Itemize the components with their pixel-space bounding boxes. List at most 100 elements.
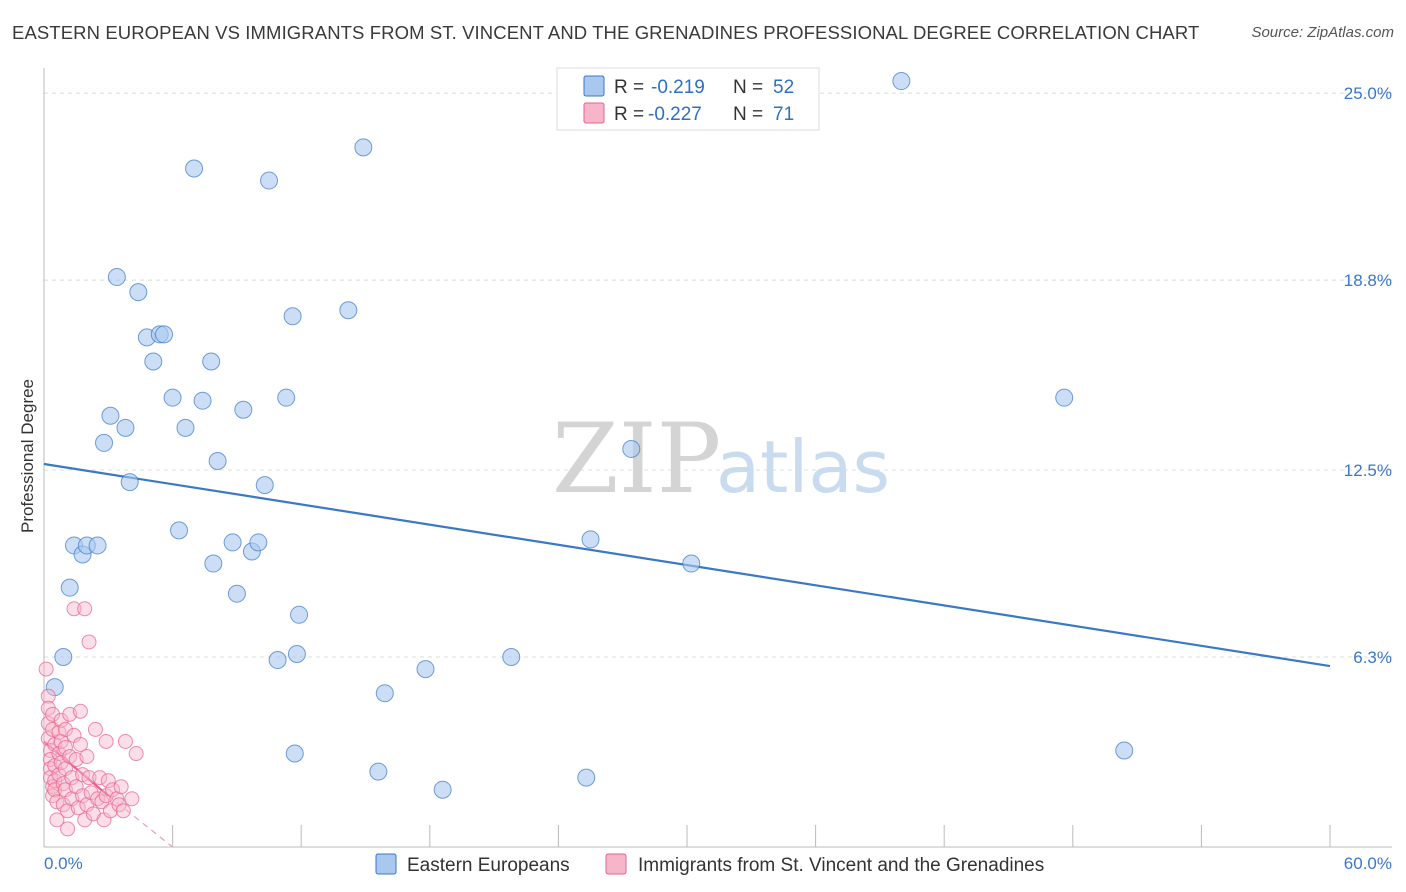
grid-layer: [44, 92, 1392, 658]
point-stvincent-43: [72, 736, 88, 752]
axes-layer: [43, 68, 1392, 848]
point-stvincent-28: [57, 739, 73, 755]
point-eastern-47: [622, 439, 641, 458]
x-tick-label-1: 60.0%: [1344, 854, 1392, 873]
point-stvincent-60: [100, 773, 116, 789]
point-eastern-44: [502, 648, 521, 667]
y-tick-label-3: 25.0%: [1344, 84, 1392, 103]
legend-n-label-stvincent: N =: [733, 104, 763, 125]
point-eastern-17: [163, 388, 182, 407]
point-eastern-41: [375, 684, 394, 703]
point-eastern-20: [185, 159, 204, 178]
x-tick-label-0: 0.0%: [44, 854, 83, 873]
point-stvincent-22: [53, 712, 69, 728]
point-eastern-16: [155, 325, 174, 344]
legend-swatch-eastern: [583, 75, 605, 97]
point-stvincent-18: [49, 812, 65, 828]
trendline-2: [107, 795, 173, 848]
legend-n-value-stvincent: 71: [773, 104, 794, 125]
point-eastern-40: [369, 762, 388, 781]
point-eastern-34: [283, 307, 302, 326]
point-stvincent-52: [83, 785, 99, 801]
point-eastern-48: [682, 554, 701, 573]
point-stvincent-37: [66, 601, 82, 617]
point-eastern-46: [581, 530, 600, 549]
point-stvincent-46: [77, 601, 93, 617]
point-eastern-26: [227, 584, 246, 603]
point-eastern-21: [193, 391, 212, 410]
point-eastern-19: [176, 418, 195, 437]
point-stvincent-0: [38, 661, 54, 677]
point-eastern-51: [892, 72, 911, 91]
point-eastern-18: [170, 521, 189, 540]
watermark: ZIP atlas: [552, 403, 890, 515]
point-stvincent-62: [105, 782, 121, 798]
point-stvincent-16: [47, 782, 63, 798]
point-stvincent-54: [87, 721, 103, 737]
point-eastern-36: [287, 645, 306, 664]
point-eastern-32: [268, 651, 287, 670]
legend-n-value-eastern: 52: [773, 77, 794, 98]
point-stvincent-51: [81, 770, 97, 786]
point-eastern-22: [202, 352, 221, 371]
point-eastern-43: [433, 780, 452, 799]
point-eastern-11: [120, 473, 139, 492]
point-eastern-37: [290, 605, 309, 624]
point-stvincent-70: [98, 733, 114, 749]
point-eastern-27: [234, 400, 253, 419]
point-eastern-24: [208, 452, 227, 471]
y-tick-label-1: 12.5%: [1344, 461, 1392, 480]
point-eastern-38: [354, 138, 373, 157]
point-eastern-10: [116, 418, 135, 437]
trendline-layer: [43, 462, 1331, 848]
bottom-legend-label-stvincent: Immigrants from St. Vincent and the Gren…: [638, 855, 1044, 876]
point-stvincent-45: [75, 788, 91, 804]
point-stvincent-1: [40, 688, 56, 704]
point-eastern-50: [1115, 741, 1134, 760]
bottom-legend-swatch-eastern: [375, 853, 397, 875]
point-stvincent-68: [124, 791, 140, 807]
point-eastern-0: [45, 678, 64, 697]
y-tick-label-2: 18.8%: [1344, 271, 1392, 290]
point-stvincent-32: [60, 821, 76, 837]
legend-r-label-stvincent: R =: [614, 104, 644, 125]
point-stvincent-67: [117, 733, 133, 749]
bottom-legend-swatch-stvincent: [605, 853, 627, 875]
source-credit: Source: ZipAtlas.com: [1251, 24, 1394, 41]
point-eastern-23: [204, 554, 223, 573]
y-axis-label: Professional Degree: [18, 379, 37, 533]
point-stvincent-65: [113, 779, 129, 795]
point-eastern-9: [107, 268, 126, 287]
point-stvincent-27: [57, 721, 73, 737]
legend-r-value-stvincent: -0.227: [648, 104, 702, 125]
point-stvincent-50: [81, 634, 97, 650]
trendline-1: [43, 740, 110, 797]
point-eastern-6: [88, 536, 107, 555]
watermark-atlas: atlas: [716, 425, 890, 509]
point-eastern-49: [1055, 388, 1074, 407]
bottom-legend: Eastern Europeans Immigrants from St. Vi…: [375, 853, 1044, 876]
watermark-zip: ZIP: [552, 403, 721, 515]
bottom-legend-label-eastern: Eastern Europeans: [407, 855, 570, 876]
point-eastern-45: [577, 768, 596, 787]
point-eastern-12: [129, 283, 148, 302]
legend-r-label-eastern: R =: [614, 77, 644, 98]
point-eastern-14: [144, 352, 163, 371]
y-tick-label-0: 6.3%: [1353, 648, 1392, 667]
point-stvincent-61: [102, 803, 118, 819]
point-eastern-2: [60, 578, 79, 597]
point-eastern-39: [339, 301, 358, 320]
legend-swatch-stvincent: [583, 102, 605, 124]
point-stvincent-42: [72, 703, 88, 719]
point-stvincent-49: [79, 749, 95, 765]
point-stvincent-56: [92, 770, 108, 786]
legend-r-value-eastern: -0.219: [651, 77, 705, 98]
points-layer: [38, 72, 1134, 837]
point-eastern-1: [54, 648, 73, 667]
point-eastern-29: [249, 533, 268, 552]
point-eastern-7: [95, 433, 114, 452]
point-stvincent-11: [45, 706, 61, 722]
legend-n-label-eastern: N =: [733, 77, 763, 98]
point-eastern-35: [285, 744, 304, 763]
